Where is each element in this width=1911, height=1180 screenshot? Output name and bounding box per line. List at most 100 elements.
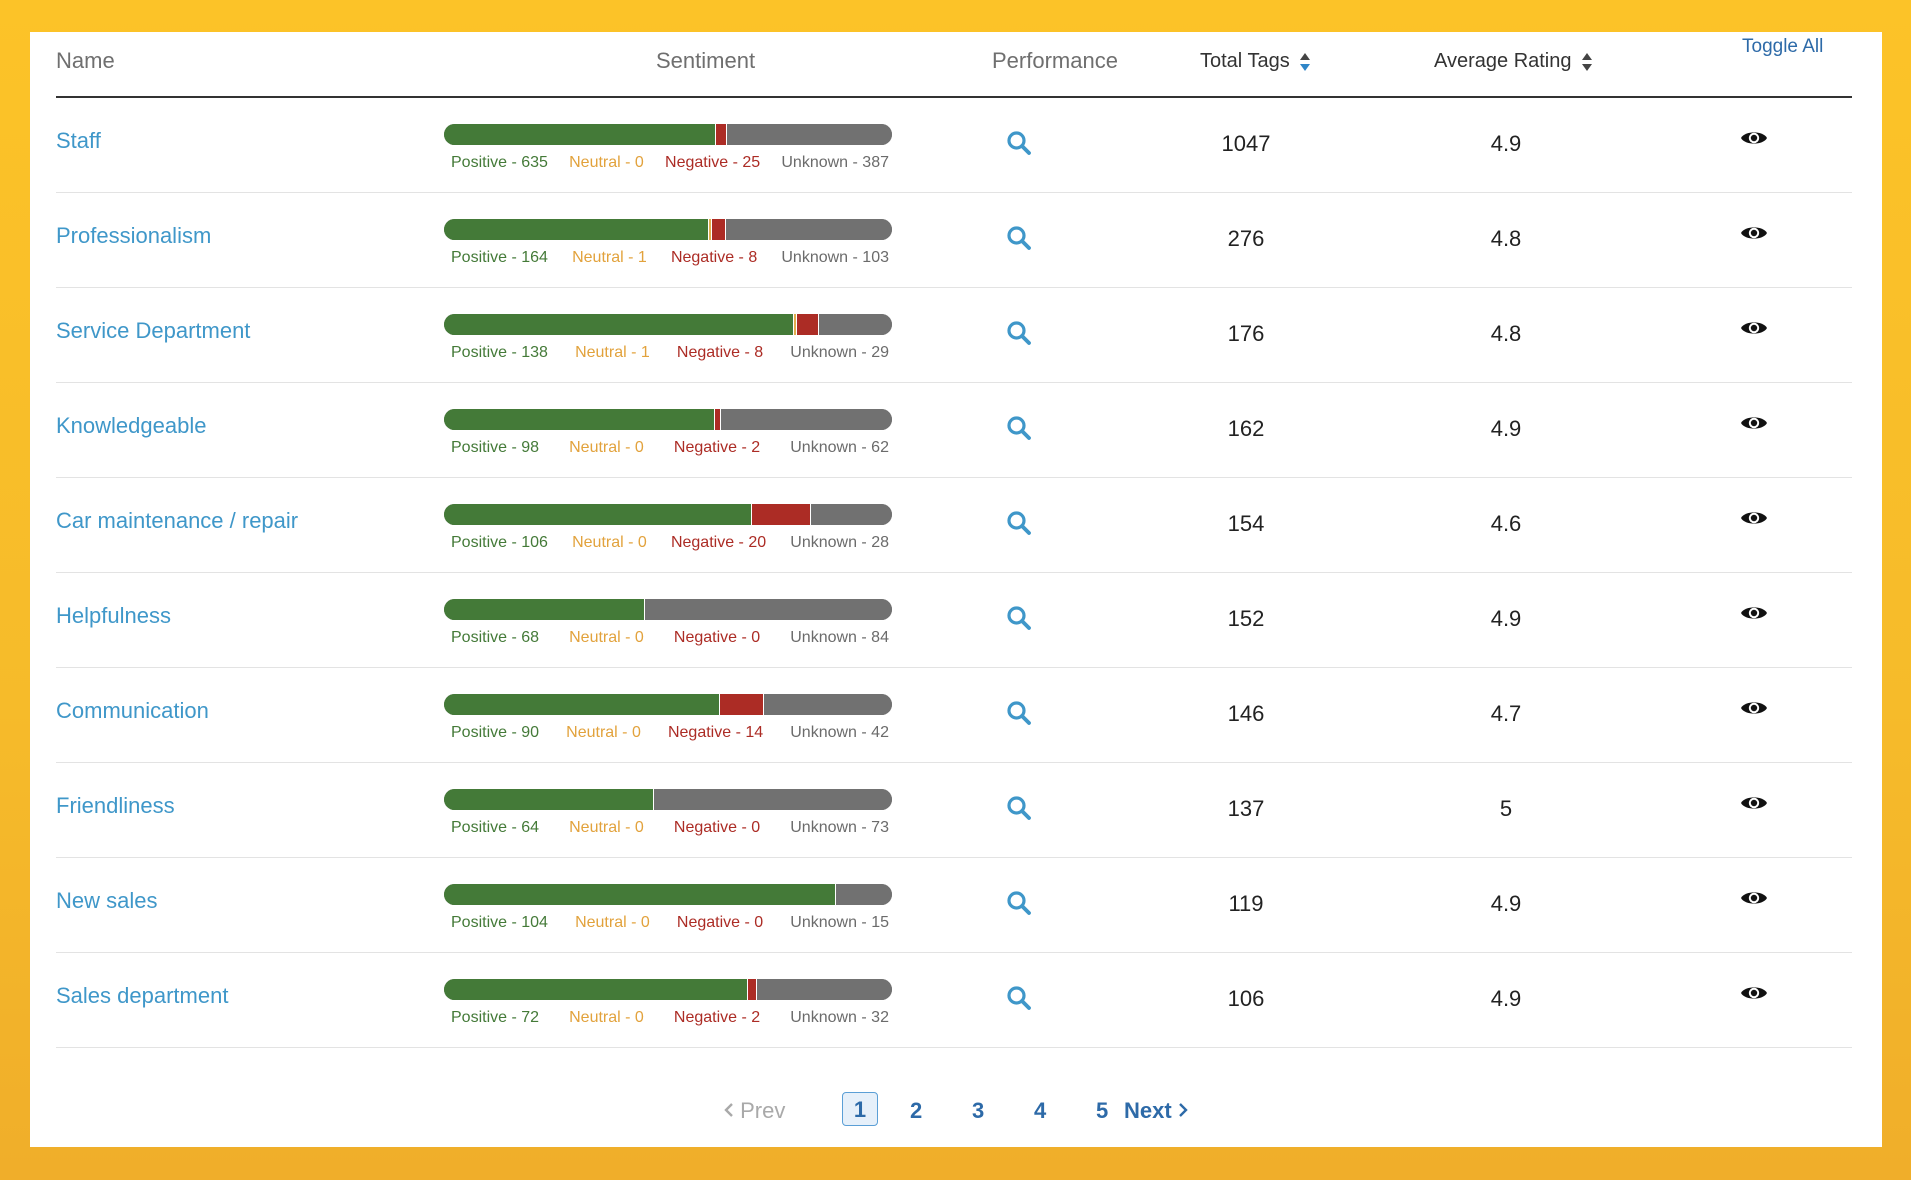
search-icon[interactable] — [1006, 225, 1032, 251]
positive-count: Positive - 104 — [451, 914, 548, 931]
positive-segment — [444, 789, 653, 810]
negative-count: Negative - 14 — [667, 724, 764, 741]
header-total-tags[interactable]: Total Tags — [1200, 50, 1310, 73]
table-row: Service Department Positive - 138 Neutra… — [56, 288, 1852, 383]
tag-name-link[interactable]: Sales department — [56, 983, 229, 1008]
sentiment-legend: Positive - 635 Neutral - 0 Negative - 25… — [444, 154, 892, 172]
eye-icon[interactable] — [1740, 888, 1768, 908]
eye-icon[interactable] — [1740, 793, 1768, 813]
negative-count: Negative - 20 — [670, 534, 767, 551]
prev-page-button[interactable]: Prev — [724, 1098, 785, 1124]
tag-name-link[interactable]: Helpfulness — [56, 603, 171, 628]
negative-segment — [796, 314, 818, 335]
tag-name-link[interactable]: Staff — [56, 128, 101, 153]
header-average-rating-label: Average Rating — [1434, 50, 1572, 72]
table-body: Staff Positive - 635 Neutral - 0 Negativ… — [56, 98, 1852, 1048]
total-tags-value: 152 — [1227, 606, 1265, 631]
unknown-count: Unknown - 42 — [790, 724, 889, 741]
neutral-segment — [792, 314, 797, 335]
pagination: Prev 1 2 3 4 5 Next — [30, 1092, 1882, 1132]
header-total-tags-label: Total Tags — [1200, 50, 1290, 72]
eye-icon[interactable] — [1740, 223, 1768, 243]
negative-segment — [751, 504, 810, 525]
page-3-button[interactable]: 3 — [972, 1098, 985, 1123]
total-tags-value: 146 — [1227, 701, 1265, 726]
unknown-count: Unknown - 29 — [790, 344, 889, 361]
negative-count: Negative - 25 — [665, 154, 761, 171]
unknown-segment — [724, 219, 892, 240]
page-1-button[interactable]: 1 — [842, 1092, 878, 1126]
sentiment-bar — [444, 219, 892, 240]
unknown-segment — [756, 979, 892, 1000]
positive-count: Positive - 90 — [451, 724, 540, 741]
eye-icon[interactable] — [1740, 698, 1768, 718]
positive-count: Positive - 635 — [451, 154, 548, 171]
sentiment-bar — [444, 409, 892, 430]
search-icon[interactable] — [1006, 700, 1032, 726]
search-icon[interactable] — [1006, 415, 1032, 441]
sort-icon[interactable] — [1581, 51, 1592, 73]
search-icon[interactable] — [1006, 985, 1032, 1011]
tag-name-link[interactable]: Car maintenance / repair — [56, 508, 299, 533]
neutral-count: Neutral - 0 — [569, 629, 644, 646]
unknown-count: Unknown - 387 — [781, 154, 889, 171]
sentiment-legend: Positive - 106 Neutral - 0 Negative - 20… — [444, 534, 892, 552]
header-average-rating[interactable]: Average Rating — [1434, 50, 1592, 73]
toggle-all-link[interactable]: Toggle All — [1742, 36, 1824, 57]
search-icon[interactable] — [1006, 605, 1032, 631]
neutral-count: Neutral - 1 — [572, 249, 647, 266]
negative-count: Negative - 8 — [676, 344, 764, 361]
average-rating-value: 4.9 — [1490, 416, 1522, 441]
negative-segment — [714, 124, 727, 145]
unknown-count: Unknown - 73 — [790, 819, 889, 836]
tag-name-link[interactable]: Service Department — [56, 318, 251, 343]
sentiment-bar — [444, 504, 892, 525]
neutral-count: Neutral - 0 — [569, 439, 644, 456]
chevron-right-icon — [1178, 1103, 1188, 1117]
search-icon[interactable] — [1006, 795, 1032, 821]
sentiment-bar — [444, 694, 892, 715]
eye-icon[interactable] — [1740, 318, 1768, 338]
table-row: Sales department Positive - 72 Neutral -… — [56, 953, 1852, 1048]
search-icon[interactable] — [1006, 510, 1032, 536]
search-icon[interactable] — [1006, 130, 1032, 156]
page-4-button[interactable]: 4 — [1034, 1098, 1047, 1123]
positive-segment — [444, 219, 709, 240]
tag-name-link[interactable]: Professionalism — [56, 223, 212, 248]
next-page-button[interactable]: Next — [1124, 1098, 1188, 1124]
sentiment-legend: Positive - 104 Neutral - 0 Negative - 0 … — [444, 914, 892, 932]
page-2-button[interactable]: 2 — [910, 1098, 923, 1123]
eye-icon[interactable] — [1740, 128, 1768, 148]
page-5-button[interactable]: 5 — [1096, 1098, 1109, 1123]
tag-name-link[interactable]: New sales — [56, 888, 158, 913]
negative-count: Negative - 0 — [673, 629, 761, 646]
sort-icon[interactable] — [1299, 51, 1310, 73]
total-tags-value: 276 — [1227, 226, 1265, 251]
positive-count: Positive - 98 — [451, 439, 540, 456]
prev-page-label: Prev — [740, 1098, 786, 1123]
average-rating-value: 4.6 — [1490, 511, 1522, 536]
tag-name-link[interactable]: Communication — [56, 698, 209, 723]
total-tags-value: 162 — [1227, 416, 1265, 441]
neutral-segment — [708, 219, 712, 240]
sentiment-legend: Positive - 98 Neutral - 0 Negative - 2 U… — [444, 439, 892, 457]
search-icon[interactable] — [1006, 890, 1032, 916]
positive-count: Positive - 64 — [451, 819, 540, 836]
tag-name-link[interactable]: Friendliness — [56, 793, 175, 818]
eye-icon[interactable] — [1740, 603, 1768, 623]
positive-count: Positive - 106 — [451, 534, 548, 551]
eye-icon[interactable] — [1740, 508, 1768, 528]
tag-name-link[interactable]: Knowledgeable — [56, 413, 207, 438]
total-tags-value: 176 — [1227, 321, 1265, 346]
sentiment-legend: Positive - 64 Neutral - 0 Negative - 0 U… — [444, 819, 892, 837]
search-icon[interactable] — [1006, 320, 1032, 346]
neutral-count: Neutral - 0 — [566, 724, 641, 741]
eye-icon[interactable] — [1740, 983, 1768, 1003]
eye-icon[interactable] — [1740, 413, 1768, 433]
positive-count: Positive - 164 — [451, 249, 548, 266]
negative-segment — [746, 979, 757, 1000]
negative-count: Negative - 2 — [673, 1009, 761, 1026]
unknown-count: Unknown - 84 — [790, 629, 889, 646]
unknown-segment — [762, 694, 892, 715]
unknown-count: Unknown - 103 — [781, 249, 889, 266]
